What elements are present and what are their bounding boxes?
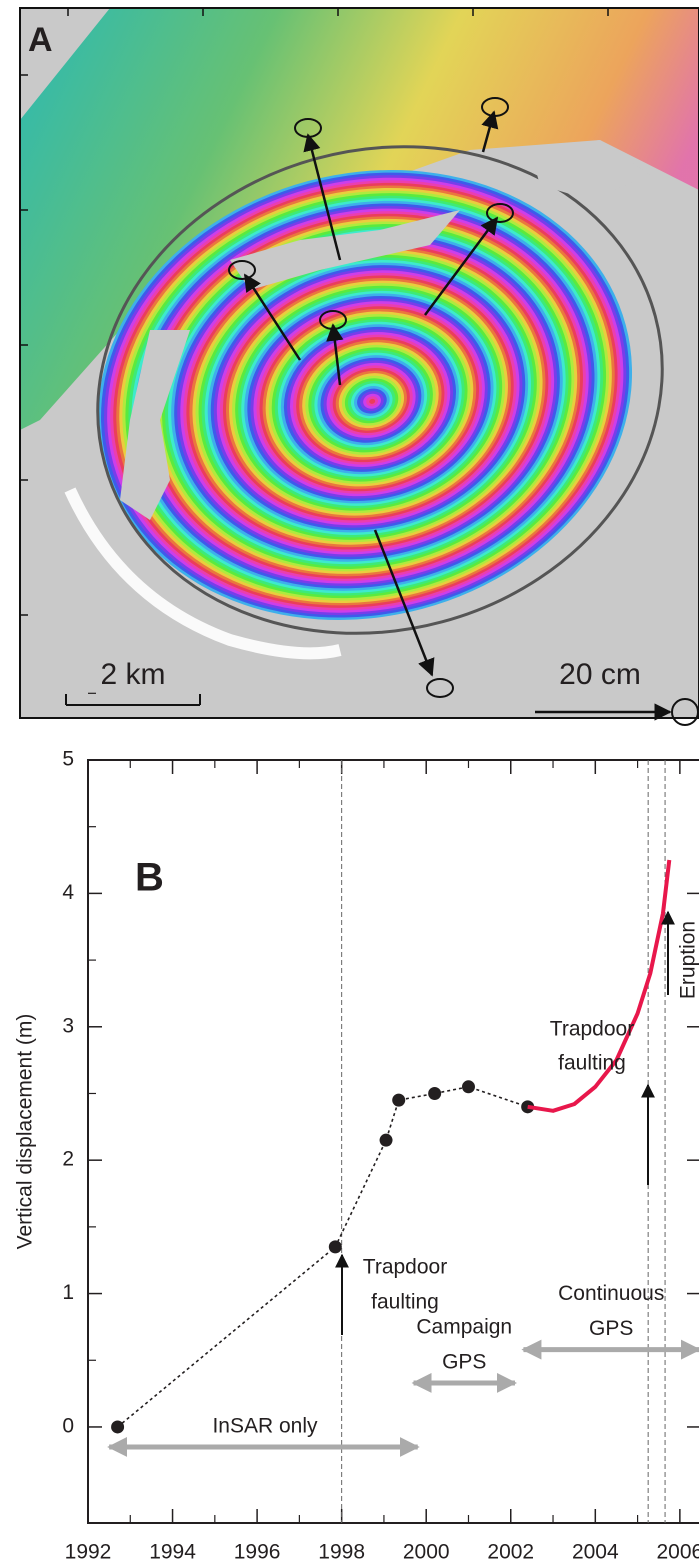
y-tick-label: 4 [62,881,74,904]
panel-label: B [135,856,164,900]
span-label: Campaign [416,1315,512,1338]
annotation: Trapdoor [550,1018,634,1041]
gray-patch [120,330,190,520]
y-tick-label: 2 [62,1148,74,1171]
error-ellipse [426,678,454,698]
x-tick-label: 1992 [65,1541,112,1564]
panel-label: A [28,21,53,59]
error-ellipse [294,118,322,138]
displacement-arrow [481,110,499,153]
panel-b: 1992 1994 1996 1998 2000 2002 2004 2006 0 1 2 3 4 5 Ve… [14,692,699,1564]
gray-patch [230,210,460,290]
span-label: InSAR only [212,1415,318,1438]
gray-patch [530,140,650,200]
plot-frame [87,759,699,1524]
x-tick-label: 2002 [487,1541,534,1564]
y-tick-label: 5 [62,748,74,771]
span-label: GPS [589,1317,633,1340]
displacement-arrow [243,273,302,361]
error-ellipse [228,260,256,280]
annotation: faulting [371,1291,439,1314]
error-ellipse [486,203,514,223]
data-point [392,1093,406,1107]
rim-white [64,487,342,660]
displacement-arrow [303,133,342,261]
x-tick-label: 1994 [149,1541,196,1564]
x-tick-label: 2004 [572,1541,619,1564]
data-point [461,1080,475,1094]
scale-bar-label: 2 km [100,658,165,691]
data-line [117,1085,528,1428]
interferogram [20,8,699,660]
caldera-rim [96,145,664,635]
displacement-arrow [373,529,435,677]
span-label: Continuous [558,1282,664,1305]
map-frame [19,7,699,719]
y-tick-label: 1 [62,1281,74,1304]
model-curve [527,859,672,1113]
data-point [111,1420,125,1434]
y-tick-label: 0 [62,1415,74,1438]
y-tick-label: 3 [62,1014,74,1037]
fringe [369,398,376,404]
data-point [379,1133,393,1147]
scale-ellipse [671,698,699,726]
displacement-arrow [326,323,344,386]
x-tick-label: 1996 [234,1541,281,1564]
span-label: GPS [442,1350,486,1373]
fringe-wedge [20,8,699,430]
displacement-arrow [423,216,499,316]
x-tick-label: 1998 [318,1541,365,1564]
y-axis-label: Vertical displacement (m) [14,1014,37,1250]
error-ellipse [481,97,509,117]
panel-a: A 2 km 20 cm [19,7,699,726]
annotation: Trapdoor [363,1256,447,1279]
x-tick-label: 2006 [657,1541,699,1564]
annotation: Eruption [677,921,699,999]
data-point [428,1086,442,1100]
data-point [328,1240,342,1254]
vector-scale-label: 20 cm [559,658,641,691]
error-ellipse [319,310,347,330]
annotation: faulting [558,1052,626,1075]
x-tick-label: 2000 [403,1541,450,1564]
